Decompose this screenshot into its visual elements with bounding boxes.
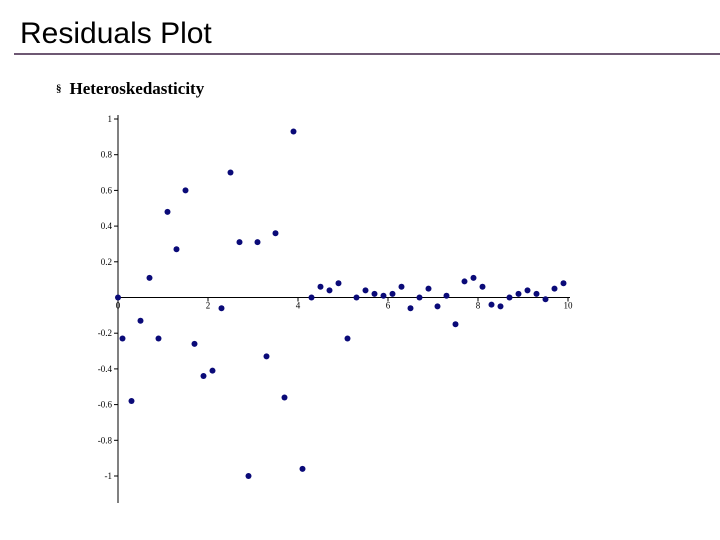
data-point	[371, 290, 378, 297]
y-tick-label: -0.2	[98, 328, 112, 338]
chart-points	[115, 128, 567, 479]
data-point	[416, 294, 423, 301]
chart-axes: 1 0.8 0.6 0.4 0.2 -0.2 -0.4 -0.6 -0.8 -1 0 2 4 6 8 10	[98, 114, 573, 503]
data-point	[344, 335, 351, 342]
x-tick-label: 4	[296, 301, 301, 311]
y-tick-label: -0.6	[98, 400, 113, 410]
y-tick-label: 0.2	[101, 257, 112, 267]
x-tick-label: 10	[564, 301, 574, 311]
data-point	[263, 353, 270, 360]
y-tick-label: 0.8	[101, 150, 113, 160]
data-point	[443, 292, 450, 299]
data-point	[506, 294, 513, 301]
data-point	[272, 230, 279, 237]
data-point	[236, 239, 243, 246]
data-point	[389, 290, 396, 297]
data-point	[362, 287, 369, 294]
data-point	[560, 280, 567, 287]
data-point	[164, 208, 171, 215]
bullet-marker: §	[56, 83, 62, 95]
data-point	[191, 340, 198, 347]
data-point	[173, 246, 180, 253]
data-point	[200, 373, 207, 380]
data-point	[488, 301, 495, 308]
slide-title: Residuals Plot	[20, 17, 212, 50]
y-tick-label: 0.6	[101, 185, 113, 195]
data-point	[128, 398, 135, 405]
data-point	[380, 292, 387, 299]
y-tick-label: -0.4	[98, 364, 113, 374]
data-point	[353, 294, 360, 301]
data-point	[119, 335, 126, 342]
y-tick-label: 1	[108, 114, 113, 124]
x-tick-label: 0	[116, 301, 121, 311]
data-point	[452, 321, 459, 328]
data-point	[209, 367, 216, 374]
data-point	[542, 296, 549, 303]
data-point	[308, 294, 315, 301]
data-point	[254, 239, 261, 246]
x-tick-label: 8	[476, 301, 481, 311]
data-point	[470, 274, 477, 281]
data-point	[137, 317, 144, 324]
data-point	[115, 294, 121, 301]
y-tick-label: 0.4	[101, 221, 113, 231]
data-point	[218, 305, 225, 312]
data-point	[407, 305, 414, 312]
data-point	[245, 473, 252, 479]
x-tick-label: 6	[386, 301, 391, 311]
data-point	[227, 169, 234, 176]
data-point	[479, 283, 486, 290]
x-tick-label: 2	[206, 301, 211, 311]
data-point	[533, 290, 540, 297]
data-point	[524, 287, 531, 294]
data-point	[398, 283, 405, 290]
data-point	[155, 335, 162, 342]
data-point	[281, 394, 288, 401]
data-point	[497, 303, 504, 310]
data-point	[434, 303, 441, 310]
data-point	[182, 187, 189, 194]
data-point	[299, 465, 306, 472]
data-point	[551, 285, 558, 292]
title-divider	[14, 53, 720, 55]
data-point	[326, 287, 333, 294]
y-tick-label: -1	[105, 471, 113, 481]
data-point	[146, 274, 153, 281]
data-point	[317, 283, 324, 290]
data-point	[290, 128, 297, 135]
data-point	[425, 285, 432, 292]
y-tick-label: -0.8	[98, 435, 113, 445]
bullet-item: § Heteroskedasticity	[56, 79, 204, 99]
bullet-text: Heteroskedasticity	[69, 79, 205, 98]
data-point	[515, 290, 522, 297]
data-point	[461, 278, 468, 285]
data-point	[335, 280, 342, 287]
